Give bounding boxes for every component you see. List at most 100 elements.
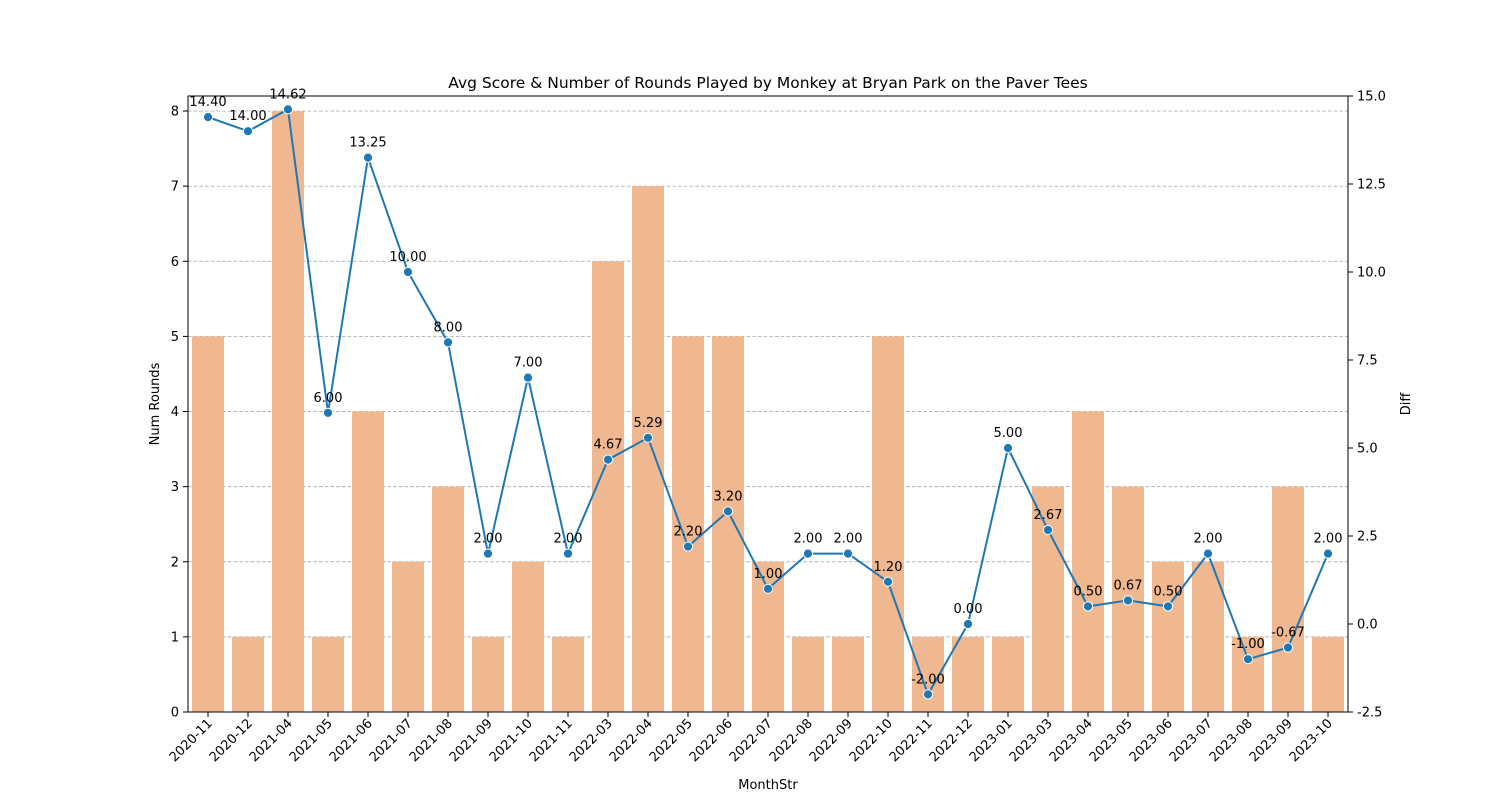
data-label: 8.00 — [434, 320, 463, 335]
x-tick-label: 2022-04 — [607, 716, 656, 765]
x-tick-label: 2021-11 — [527, 716, 576, 765]
data-label: 2.67 — [1034, 508, 1063, 523]
data-label: 10.00 — [389, 250, 426, 265]
line-point — [642, 432, 654, 443]
bar — [1312, 636, 1344, 712]
y-right-tick-label: 5.0 — [1357, 442, 1378, 457]
y-right-tick-label: 0.0 — [1357, 618, 1378, 633]
y-axis-left-title: Num Rounds — [148, 362, 163, 445]
bar — [952, 636, 984, 712]
line-point — [1322, 548, 1334, 559]
line-point — [762, 583, 774, 594]
x-tick-label: 2023-10 — [1287, 716, 1336, 765]
x-tick-label: 2021-05 — [287, 716, 336, 765]
data-label: 2.00 — [1314, 532, 1343, 547]
data-label: -0.67 — [1271, 626, 1305, 641]
data-label: 2.00 — [834, 532, 863, 547]
y-axis-right-title: Diff — [1399, 392, 1414, 416]
y-left-tick-label: 7 — [171, 180, 179, 195]
y-left-tick-label: 1 — [171, 630, 179, 645]
bar — [432, 486, 464, 712]
line-point — [322, 407, 334, 418]
data-label: 14.00 — [229, 109, 266, 124]
chart-title: Avg Score & Number of Rounds Played by M… — [448, 74, 1088, 92]
x-tick-label: 2022-06 — [687, 716, 736, 765]
bar — [1152, 561, 1184, 712]
bar — [272, 111, 304, 712]
data-label: 2.00 — [554, 532, 583, 547]
line-point — [842, 548, 854, 559]
x-axis-title: MonthStr — [738, 778, 798, 793]
line-point — [242, 126, 254, 137]
line-point — [1122, 595, 1134, 606]
x-tick-label: 2021-06 — [327, 716, 376, 765]
bar — [352, 411, 384, 712]
bar — [872, 336, 904, 712]
x-tick-label: 2023-05 — [1087, 716, 1136, 765]
x-tick-label: 2022-10 — [847, 716, 896, 765]
bar — [632, 186, 664, 712]
line-point — [1282, 642, 1294, 653]
line-point — [1242, 654, 1254, 665]
data-label: 2.00 — [1194, 532, 1223, 547]
x-tick-label: 2020-12 — [207, 716, 256, 765]
data-label: 0.50 — [1074, 584, 1103, 599]
x-tick-label: 2023-01 — [967, 716, 1016, 765]
bar — [672, 336, 704, 712]
x-tick-label: 2022-09 — [807, 716, 856, 765]
line-point — [402, 266, 414, 278]
x-tick-label: 2022-05 — [647, 716, 696, 765]
x-tick-label: 2022-07 — [727, 716, 776, 765]
data-label: -1.00 — [1231, 637, 1265, 652]
bar — [712, 336, 744, 712]
data-label: 0.50 — [1154, 584, 1183, 599]
data-label: 5.00 — [994, 426, 1023, 441]
x-tick-label: 2022-12 — [927, 716, 976, 765]
y-right-tick-label: 10.0 — [1357, 266, 1386, 281]
y-left-tick-label: 8 — [171, 105, 179, 120]
bar — [1032, 486, 1064, 712]
data-label: 6.00 — [314, 391, 343, 406]
line-point — [1002, 442, 1014, 454]
bar — [472, 636, 504, 712]
line-point — [722, 506, 734, 517]
y-right-tick-label: 15.0 — [1357, 90, 1386, 105]
data-label: 2.00 — [474, 532, 503, 547]
x-tick-label: 2023-03 — [1007, 716, 1056, 765]
y-right-tick-label: -2.5 — [1357, 706, 1382, 721]
line-point — [282, 104, 294, 115]
bar — [1072, 411, 1104, 712]
line-point — [522, 372, 534, 383]
line-point — [562, 548, 574, 559]
data-label: 2.20 — [674, 525, 703, 540]
bar — [232, 636, 264, 712]
line-point — [1202, 548, 1214, 559]
x-tick-label: 2023-09 — [1247, 716, 1296, 765]
bar-series — [192, 111, 1344, 712]
x-tick-label: 2021-10 — [487, 716, 536, 765]
data-label: 1.00 — [754, 567, 783, 582]
y-left-tick-label: 5 — [171, 330, 179, 345]
y-left-tick-label: 6 — [171, 255, 179, 270]
bar — [1272, 486, 1304, 712]
line-point — [682, 541, 694, 552]
data-label: 0.67 — [1114, 578, 1143, 593]
x-tick-label: 2021-04 — [247, 716, 296, 765]
data-label: 3.20 — [714, 489, 743, 504]
y-left-tick-label: 3 — [171, 480, 179, 495]
data-label: 14.62 — [269, 87, 306, 102]
line-point — [882, 576, 894, 587]
data-label: -2.00 — [911, 672, 945, 687]
line-point — [1082, 601, 1094, 612]
y-right-tick-label: 7.5 — [1357, 354, 1378, 369]
bar — [392, 561, 424, 712]
x-tick-label: 2020-11 — [167, 716, 216, 765]
line-series — [202, 104, 1334, 700]
y-right-tick-label: 2.5 — [1357, 530, 1378, 545]
line-point — [482, 548, 494, 559]
data-label: 4.67 — [594, 438, 623, 453]
y-right-tick-label: 12.5 — [1357, 178, 1386, 193]
